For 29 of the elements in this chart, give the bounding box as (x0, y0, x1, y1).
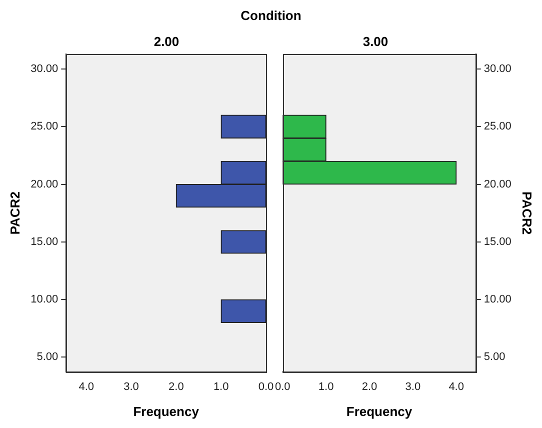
chart-subtitle: 2.00 (152, 34, 180, 49)
x-tick-label: 4.0 (448, 380, 464, 393)
x-tick-label: 3.0 (405, 380, 421, 393)
y-axis-title: PACR2 (520, 192, 535, 235)
y-tick-label: 20.00 (30, 178, 58, 190)
x-tick-label: 0.0 (274, 380, 290, 393)
x-axis-title: Frequency (133, 404, 200, 419)
y-axis-title: PACR2 (7, 192, 22, 235)
x-tick-label: 4.0 (78, 380, 94, 393)
y-tick-label: 5.00 (484, 351, 506, 364)
x-tick-label: 0.0 (258, 380, 274, 393)
y-tick-label: 30.00 (484, 63, 512, 76)
chart-subtitle: 3.00 (362, 34, 390, 49)
chart-title: Condition (240, 8, 302, 23)
y-tick-label: 25.00 (484, 120, 512, 133)
x-tick-label: 2.0 (168, 380, 184, 393)
y-tick-label: 15.00 (484, 236, 512, 248)
y-tick-label: 10.00 (484, 294, 512, 306)
y-tick-label: 30.00 (30, 63, 58, 76)
y-tick-label: 25.00 (30, 120, 58, 133)
y-tick-label: 10.00 (30, 294, 58, 306)
y-tick-label: 15.00 (30, 236, 58, 248)
y-tick-label: 5.00 (36, 351, 58, 364)
x-tick-label: 1.0 (213, 380, 229, 393)
x-tick-label: 3.0 (124, 380, 139, 393)
x-tick-label: 1.0 (318, 380, 334, 393)
x-axis-title: Frequency (346, 404, 413, 419)
y-tick-label: 20.00 (484, 178, 512, 190)
x-tick-label: 2.0 (362, 380, 378, 393)
